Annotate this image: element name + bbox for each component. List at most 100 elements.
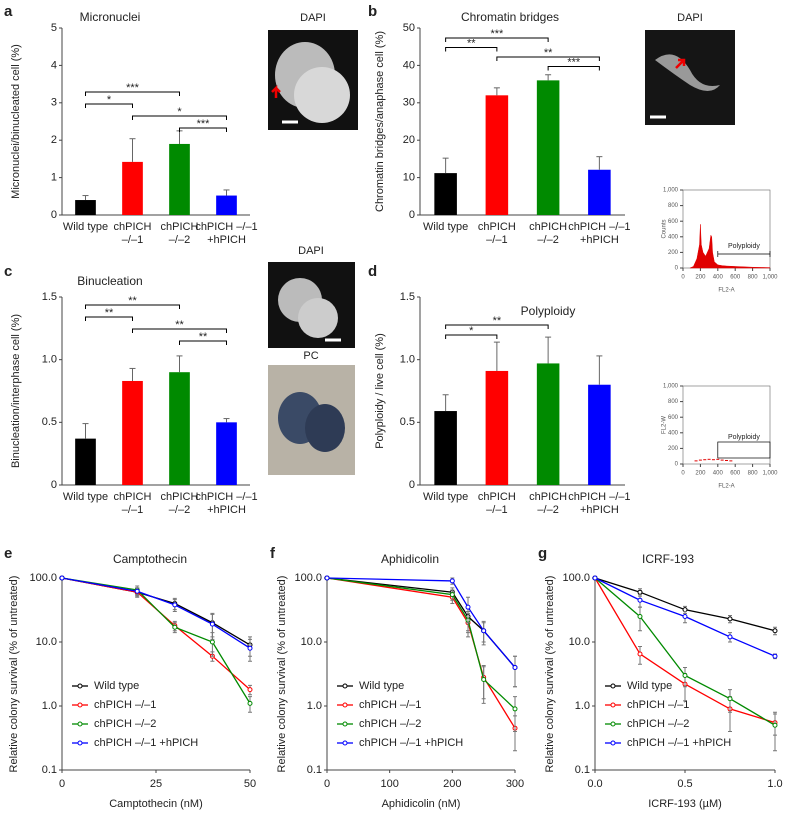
x-tick-label: 0 xyxy=(59,778,65,790)
point xyxy=(59,575,65,581)
point xyxy=(449,592,455,598)
point xyxy=(172,602,178,608)
x-axis-label: ICRF-193 (µM) xyxy=(648,798,722,810)
gate-label: Polyploidy xyxy=(728,434,760,441)
y-tick-label: 5 xyxy=(51,22,57,34)
x-tick-label: chPICH –/–1 xyxy=(568,491,630,503)
y-tick-label: 0.5 xyxy=(400,416,415,428)
y-tick-label: 100.0 xyxy=(29,572,57,584)
y-tick-label: 1.0 xyxy=(42,700,57,712)
chart-title: Micronuclei xyxy=(80,10,141,24)
x-tick-label: chPICH xyxy=(161,221,199,233)
point xyxy=(727,634,733,640)
y-tick-label: 30 xyxy=(403,97,415,109)
point xyxy=(682,672,688,678)
image-label: DAPI xyxy=(300,12,326,24)
significance-bracket xyxy=(132,328,227,333)
series-line xyxy=(326,577,516,668)
y-tick-label: 1.0 xyxy=(575,700,590,712)
y-tick-label: 1,000 xyxy=(663,188,679,194)
bar xyxy=(485,95,509,215)
significance-label: * xyxy=(107,94,112,106)
y-tick-label: 0 xyxy=(675,266,679,272)
event xyxy=(716,458,720,460)
point xyxy=(772,628,778,634)
y-tick-label: 0 xyxy=(675,462,679,468)
legend-label: Wild type xyxy=(94,680,139,692)
y-tick-label: 400 xyxy=(668,234,679,240)
point xyxy=(465,604,471,610)
panel-letter: c xyxy=(4,263,12,280)
y-tick-label: 200 xyxy=(668,250,679,256)
bar xyxy=(122,161,143,215)
y-tick-label: 4 xyxy=(51,59,57,71)
significance-label: ** xyxy=(175,319,184,331)
bar xyxy=(434,411,457,485)
panel-letter: a xyxy=(4,3,13,20)
bar xyxy=(536,80,560,215)
y-tick-label: 1,000 xyxy=(663,384,679,390)
y-tick-label: 3 xyxy=(51,97,57,109)
legend-marker xyxy=(342,721,348,727)
point xyxy=(637,651,643,657)
point xyxy=(247,700,253,706)
point xyxy=(592,575,598,581)
image-label: DAPI xyxy=(677,12,703,24)
micrograph-a xyxy=(268,30,358,130)
significance-label: * xyxy=(469,325,474,337)
event xyxy=(729,460,733,462)
plot-frame xyxy=(682,385,771,465)
x-tick-label: –/–1 xyxy=(486,504,507,516)
legend-label: Wild type xyxy=(359,680,404,692)
x-tick-label: Wild type xyxy=(63,491,108,503)
x-tick-label: 200 xyxy=(695,275,706,281)
series-line xyxy=(326,577,516,668)
series-line xyxy=(61,577,251,649)
significance-bracket xyxy=(85,103,133,108)
y-axis-label: Counts xyxy=(662,219,668,238)
significance-label: *** xyxy=(126,82,140,94)
x-tick-label: 1,000 xyxy=(762,275,778,281)
significance-bracket xyxy=(132,115,227,120)
y-tick-label: 1 xyxy=(51,172,57,184)
chart-title: ICRF-193 xyxy=(642,552,694,566)
x-tick-label: 0.0 xyxy=(587,778,602,790)
x-tick-label: Wild type xyxy=(423,221,468,233)
significance-bracket xyxy=(179,340,227,345)
y-tick-label: 1.0 xyxy=(400,354,415,366)
significance-label: *** xyxy=(567,56,581,68)
x-tick-label: chPICH xyxy=(529,491,567,503)
y-tick-label: 100.0 xyxy=(294,572,322,584)
x-tick-label: –/–1 xyxy=(486,234,507,246)
point xyxy=(449,578,455,584)
point xyxy=(727,696,733,702)
y-tick-label: 1.5 xyxy=(42,291,57,303)
bar xyxy=(588,169,611,215)
point xyxy=(481,628,487,634)
point xyxy=(481,676,487,682)
x-tick-label: 0.5 xyxy=(677,778,692,790)
significance-label: ** xyxy=(105,307,114,319)
significance-label: ** xyxy=(199,331,208,343)
significance-label: ** xyxy=(493,315,502,327)
x-tick-label: chPICH –/–1 xyxy=(195,491,257,503)
legend-label: chPICH –/–1 xyxy=(359,699,421,711)
x-tick-label: 0 xyxy=(681,471,685,477)
plot-frame xyxy=(682,189,771,269)
panel-letter: b xyxy=(368,3,377,20)
x-tick-label: –/–2 xyxy=(169,504,190,516)
significance-bracket xyxy=(85,91,180,96)
bar xyxy=(122,380,143,485)
y-tick-label: 100.0 xyxy=(562,572,590,584)
point xyxy=(772,653,778,659)
point xyxy=(637,614,643,620)
x-tick-label: 1,000 xyxy=(762,471,778,477)
series-line xyxy=(326,577,516,710)
y-tick-label: 1.5 xyxy=(400,291,415,303)
legend-marker xyxy=(77,702,83,708)
y-tick-label: 50 xyxy=(403,22,415,34)
point xyxy=(134,588,140,594)
y-tick-label: 2 xyxy=(51,134,57,146)
significance-bracket xyxy=(179,127,227,132)
legend-label: chPICH –/–2 xyxy=(359,718,421,730)
